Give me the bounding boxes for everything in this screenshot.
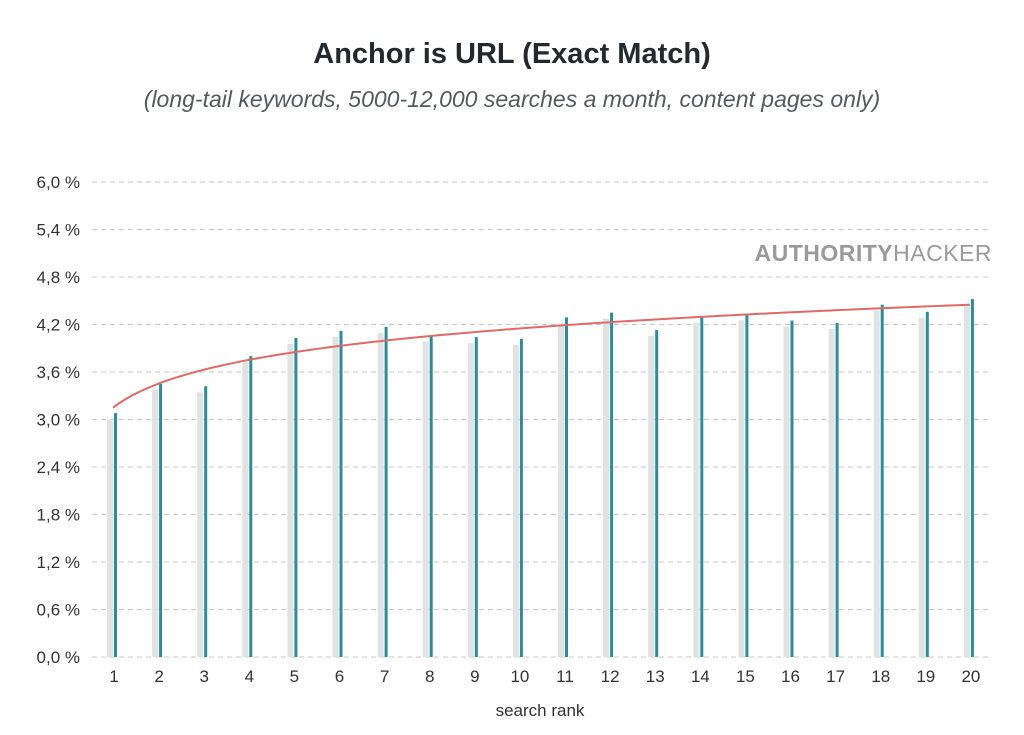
x-tick-label: 6 (335, 667, 344, 686)
y-tick-label: 5,4 % (37, 221, 80, 240)
bar-shadow (242, 362, 249, 657)
bar-shadow (693, 322, 700, 657)
brand-watermark: AUTHORITYHACKER (754, 240, 992, 267)
bar (429, 335, 433, 657)
y-tick-label: 1,8 % (37, 506, 80, 525)
bar-shadow (828, 328, 835, 657)
x-tick-label: 19 (916, 667, 935, 686)
x-tick-label: 3 (199, 667, 208, 686)
bar-shadow (332, 336, 339, 657)
bar (519, 338, 523, 657)
bar-shadow (648, 336, 655, 657)
x-tick-label: 17 (826, 667, 845, 686)
x-tick-label: 15 (736, 667, 755, 686)
x-tick-label: 20 (961, 667, 980, 686)
x-axis-ticks: 1 2 3 4 5 6 7 8 9 10 11 12 13 14 15 16 17 18 19 20 (109, 667, 980, 686)
x-tick-label: 10 (510, 667, 529, 686)
bar (159, 383, 163, 657)
chart-title: Anchor is URL (Exact Match) (313, 38, 711, 70)
y-tick-label: 4,2 % (37, 316, 80, 335)
bar (790, 320, 794, 657)
bar-shadow (603, 318, 610, 657)
y-axis-ticks: 0,0 % 0,6 % 1,2 % 1,8 % 2,4 % 3,0 % 3,6 % 4,2 %… (37, 173, 80, 667)
bar-shadow (738, 320, 745, 657)
watermark-regular: HACKER (893, 240, 992, 266)
bar-shadow (467, 343, 474, 657)
bar-shadow (377, 332, 384, 657)
bar-shadow (963, 305, 970, 657)
y-tick-label: 0,6 % (37, 601, 80, 620)
bar (880, 304, 884, 657)
bar (700, 316, 704, 657)
bar (745, 314, 749, 657)
x-tick-label: 13 (646, 667, 665, 686)
x-tick-label: 11 (556, 667, 574, 686)
y-tick-label: 6,0 % (37, 173, 80, 192)
x-tick-label: 1 (109, 667, 118, 686)
bar-shadow (287, 343, 294, 657)
bar-shadow (783, 326, 790, 657)
y-tick-label: 2,4 % (37, 458, 80, 477)
bar-shadow (152, 389, 159, 657)
x-tick-label: 18 (871, 667, 890, 686)
bar (294, 337, 298, 657)
trend-line (112, 303, 970, 409)
x-tick-label: 9 (470, 667, 479, 686)
bar (114, 413, 117, 657)
bar-shadow (512, 344, 519, 657)
chart-subtitle: (long-tail keywords, 5000-12,000 searche… (143, 86, 881, 112)
watermark-bold: AUTHORITY (754, 240, 894, 266)
bar (474, 337, 478, 657)
bar (339, 330, 343, 657)
y-tick-label: 3,0 % (37, 411, 80, 430)
bar (384, 326, 388, 657)
bar-shadow (558, 323, 564, 657)
x-axis-label: search rank (496, 701, 585, 720)
x-tick-label: 8 (425, 667, 434, 686)
bar (970, 299, 974, 657)
bar (204, 386, 208, 657)
bar (655, 330, 659, 657)
bar (610, 312, 614, 657)
x-tick-label: 4 (245, 667, 254, 686)
bar-shadow (422, 341, 429, 657)
bar (565, 317, 568, 657)
y-tick-label: 3,6 % (37, 363, 80, 382)
bar (925, 311, 929, 657)
x-tick-label: 16 (781, 667, 800, 686)
bar-shadow (918, 317, 925, 657)
y-tick-label: 1,2 % (37, 553, 80, 572)
bar-shadow (107, 419, 113, 657)
grid-lines (92, 181, 992, 658)
x-tick-label: 2 (154, 667, 163, 686)
y-tick-label: 0,0 % (37, 648, 80, 667)
bar-shadow (197, 392, 204, 657)
x-tick-label: 12 (601, 667, 620, 686)
x-tick-label: 7 (380, 667, 389, 686)
bar-shadow (873, 310, 880, 657)
bar (835, 322, 839, 657)
bars (107, 299, 974, 657)
y-tick-label: 4,8 % (37, 268, 80, 287)
x-tick-label: 14 (691, 667, 710, 686)
bar (249, 356, 253, 657)
x-tick-label: 5 (290, 667, 299, 686)
